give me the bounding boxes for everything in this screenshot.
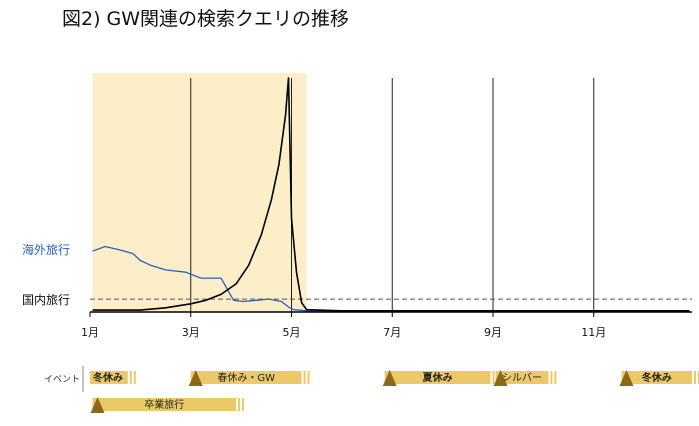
event-label-3: シルバー (502, 372, 542, 384)
event-stripe-b-0 (133, 371, 136, 384)
event-label-1: 春休み・GW (217, 372, 275, 384)
series-group (92, 77, 690, 312)
event-marker-2 (382, 370, 397, 386)
x-tick-label-7: 7月 (383, 326, 401, 339)
event-label-2: 夏休み (422, 371, 453, 384)
event-stripe-a-4 (694, 371, 696, 384)
series-line-domestic (92, 77, 690, 312)
series-label-domestic: 国内旅行 (22, 293, 70, 307)
event-bar-0 (90, 371, 128, 384)
x-tick-labels: 1月 3月 5月 7月 9月 11月 (81, 312, 606, 339)
event-stripe-a-2 (492, 371, 495, 384)
event-bar-3 (495, 371, 549, 384)
event-row-label: イベント (44, 375, 80, 385)
x-tick-label-11: 11月 (581, 326, 606, 339)
chart-title: 図2) GW関連の検索クエリの推移 (62, 8, 349, 30)
event-label-4: 冬休み (642, 371, 672, 384)
event-bar-1 (190, 371, 302, 384)
x-tick-label-5: 5月 (283, 326, 301, 339)
event-label-0: 冬休み (93, 371, 123, 384)
event-stripe-a-0 (129, 371, 132, 384)
event-marker-1 (188, 370, 203, 386)
event-stripe-a-5 (238, 398, 241, 411)
event-stripe-b-5 (242, 398, 245, 411)
event-stripe-a-3 (550, 371, 553, 384)
highlight-band (92, 73, 307, 312)
grid-lines (90, 78, 692, 312)
event-label-5: 卒業旅行 (144, 398, 184, 411)
event-stripe-b-1 (307, 371, 310, 384)
event-stripe-b-3 (554, 371, 557, 384)
plot-background (92, 73, 307, 312)
event-bar-4 (621, 371, 692, 384)
event-marker-3 (493, 370, 508, 386)
event-marker-5 (90, 397, 105, 413)
x-tick-label-3: 3月 (182, 326, 200, 339)
series-label-overseas: 海外旅行 (22, 242, 70, 257)
event-bar-5 (92, 398, 237, 411)
event-marker-4 (619, 370, 634, 386)
event-stripe-a-1 (303, 371, 306, 384)
x-tick-label-9: 9月 (484, 326, 502, 339)
x-tick-label-1: 1月 (81, 326, 99, 339)
event-bar-2 (384, 371, 491, 384)
